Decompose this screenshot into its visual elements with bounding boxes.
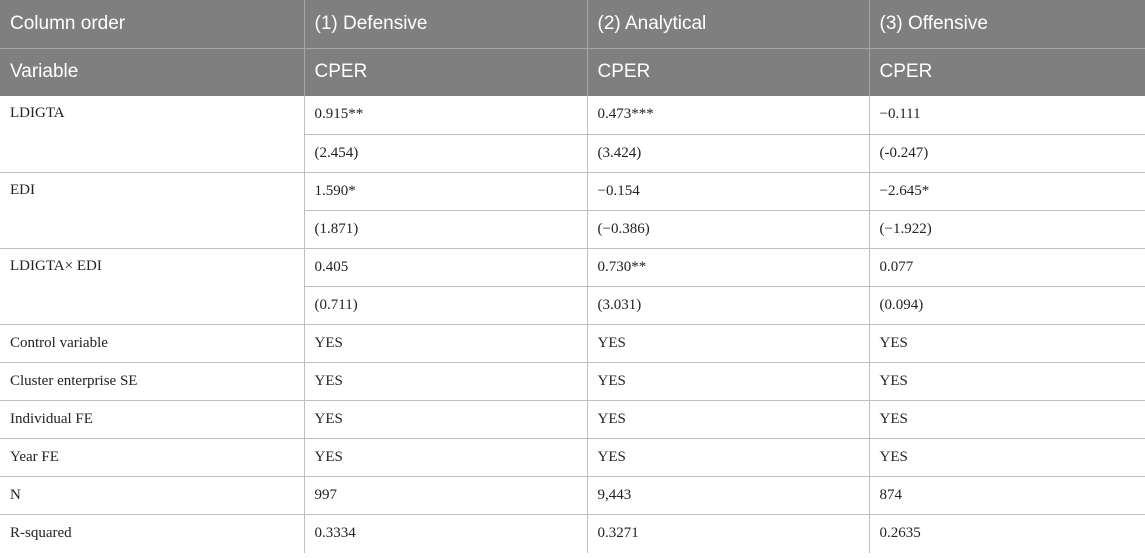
stat-cell: YES	[304, 438, 588, 477]
t-stat-cell: (−1.922)	[869, 210, 1145, 249]
coef-cell: 0.405	[304, 248, 588, 287]
stat-cell: YES	[304, 324, 588, 363]
stat-cell: 874	[869, 476, 1145, 515]
coef-cell: 0.077	[869, 248, 1145, 287]
row-label-cluster-se: Cluster enterprise SE	[0, 362, 305, 401]
table-row: Year FE YES YES YES	[0, 438, 1145, 477]
stat-cell: YES	[587, 362, 870, 401]
stat-cell: YES	[587, 324, 870, 363]
t-stat-cell: (0.711)	[304, 286, 588, 325]
header-column-order: Column order	[0, 0, 305, 49]
row-label-individual-fe: Individual FE	[0, 400, 305, 439]
coef-cell: −0.111	[869, 96, 1145, 135]
t-stat-cell: (0.094)	[869, 286, 1145, 325]
header-row-column-order: Column order (1) Defensive (2) Analytica…	[0, 0, 1145, 49]
coef-cell: −0.154	[587, 172, 870, 211]
row-label-control-variable: Control variable	[0, 324, 305, 363]
table-row: Cluster enterprise SE YES YES YES	[0, 362, 1145, 401]
header-dependent-var-2: CPER	[587, 48, 870, 96]
t-stat-cell: (3.031)	[587, 286, 870, 325]
row-label-n: N	[0, 476, 305, 515]
table-row: (0.711) (3.031) (0.094)	[0, 286, 1145, 325]
t-stat-cell: (-0.247)	[869, 134, 1145, 173]
t-stat-cell: (3.424)	[587, 134, 870, 173]
table-body: LDIGTA 0.915** 0.473*** −0.111 (2.454) (…	[0, 96, 1145, 553]
stat-cell: YES	[869, 324, 1145, 363]
coef-cell: 1.590*	[304, 172, 588, 211]
row-label-interaction: LDIGTA× EDI	[0, 248, 305, 325]
table-row: (2.454) (3.424) (-0.247)	[0, 134, 1145, 173]
t-stat-cell: (2.454)	[304, 134, 588, 173]
header-row-variable: Variable CPER CPER CPER	[0, 48, 1145, 96]
coef-cell: 0.730**	[587, 248, 870, 287]
row-label-ldigta: LDIGTA	[0, 96, 305, 173]
header-dependent-var-1: CPER	[304, 48, 588, 96]
coef-cell: 0.473***	[587, 96, 870, 135]
table-row: N 997 9,443 874	[0, 476, 1145, 515]
table-row: Individual FE YES YES YES	[0, 400, 1145, 439]
stat-cell: 0.2635	[879, 525, 921, 542]
stat-cell: YES	[304, 362, 588, 401]
stat-cell: YES	[869, 400, 1145, 439]
stat-cell: YES	[869, 362, 1145, 401]
header-offensive: (3) Offensive	[869, 0, 1145, 49]
stat-cell: YES	[304, 400, 588, 439]
stat-cell: 9,443	[587, 476, 870, 515]
header-variable: Variable	[0, 48, 305, 96]
stat-cell: 997	[304, 476, 588, 515]
table-row: Control variable YES YES YES	[0, 324, 1145, 363]
row-label-year-fe: Year FE	[0, 438, 305, 477]
table-row: LDIGTA 0.915** 0.473*** −0.111	[0, 96, 1145, 173]
table-row: (1.871) (−0.386) (−1.922)	[0, 210, 1145, 249]
stat-cell: YES	[587, 400, 870, 439]
table-header: Column order (1) Defensive (2) Analytica…	[0, 0, 1145, 96]
header-defensive: (1) Defensive	[304, 0, 588, 49]
stat-cell: 0.3334	[304, 514, 588, 553]
stat-cell: YES	[587, 438, 870, 477]
header-dependent-var-3: CPER	[869, 48, 1145, 96]
coef-cell: 0.915**	[304, 96, 588, 135]
table-row: R-squared 0.3334 0.3271 0.2635	[0, 514, 1145, 553]
header-analytical: (2) Analytical	[587, 0, 870, 49]
table-row: EDI 1.590* −0.154 −2.645*	[0, 172, 1145, 249]
stat-cell: YES	[869, 438, 1145, 477]
t-stat-cell: (−0.386)	[587, 210, 870, 249]
t-stat-cell: (1.871)	[304, 210, 588, 249]
row-label-r-squared: R-squared	[0, 514, 305, 553]
table-row: LDIGTA× EDI 0.405 0.730** 0.077	[0, 248, 1145, 325]
stat-cell: 0.3271	[587, 514, 870, 553]
coef-cell: −2.645*	[869, 172, 1145, 211]
row-label-edi: EDI	[0, 172, 305, 249]
